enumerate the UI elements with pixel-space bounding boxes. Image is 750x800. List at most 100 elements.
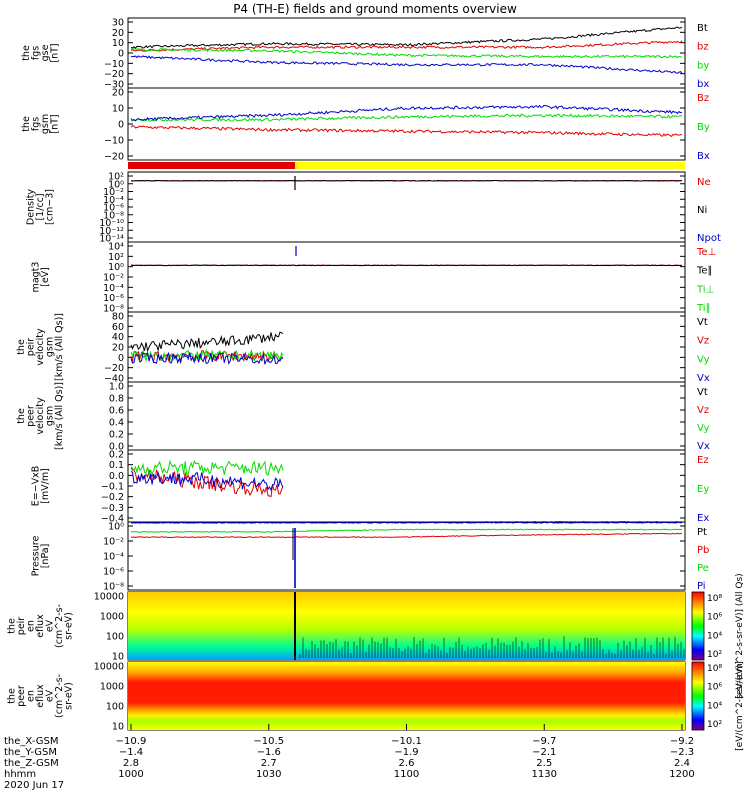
peir-velocity-legend-entry: Vz <box>697 336 709 347</box>
ion-speckle <box>299 636 685 658</box>
ylabel-line: [km/s (All Qs)] <box>54 313 65 381</box>
ylabel-line: the <box>7 618 18 634</box>
peir-spec-tick-label: 10000 <box>94 592 124 603</box>
peer-velocity-tick-label: 0.0 <box>109 442 124 453</box>
efield-tick-label: 0.2 <box>109 450 124 461</box>
x-tick-label: −10.1 <box>391 736 422 747</box>
peir-spec-tick-label: 10 <box>112 652 124 663</box>
peir-spec-tick-label: 100 <box>106 632 124 643</box>
ylabel-line: sr-eV) <box>64 682 75 710</box>
temperature-tick-label: 10⁰ <box>108 262 124 273</box>
trace-Pi <box>130 521 683 524</box>
peir-spec-ylabel: thepeirenefluxeV(cm^2-s-sr-eV) <box>7 604 75 648</box>
efield-legend-entry: Ez <box>697 455 709 466</box>
panels-layer: 3020100−10−20−30thefgsgse[nT]Btbzbybx201… <box>7 17 721 733</box>
trace-by <box>130 47 683 59</box>
pressure-tick-label: 10⁻⁴ <box>103 552 124 563</box>
temperature-tick-label: 10⁻⁴ <box>103 283 124 294</box>
ylabel-line: fgs <box>30 117 41 131</box>
temperature-tick-label: 10² <box>108 252 124 263</box>
efield-tick-label: 0.0 <box>109 471 124 482</box>
peir-velocity-legend-entry: Vt <box>697 317 708 328</box>
panel-pressure: 10⁰ 10⁻² 10⁻⁴ 10⁻⁶ 10⁻⁸ Pressure[nPa] Pt Pb Pe Pi <box>30 521 709 593</box>
fgs-gse-ylabel: thefgsgse[nT] <box>21 43 61 62</box>
density-tick-label: 10⁻² <box>103 187 124 198</box>
fgs-gsm-legend-entry: Bx <box>697 151 710 162</box>
temperature-tick-label: 10⁻⁶ <box>103 293 124 304</box>
density-frame <box>127 171 686 243</box>
trace-Vt <box>130 331 284 353</box>
peer-velocity-tick-label: 0.8 <box>109 394 124 405</box>
peir-velocity-tick-label: 40 <box>112 332 124 343</box>
fgs-gsm-tick-label: −10 <box>104 136 124 147</box>
density-tick-label: 10⁻¹² <box>99 226 124 237</box>
x-tick-label: 1100 <box>394 769 419 780</box>
peer-velocity-tick-label: 0.4 <box>109 418 124 429</box>
trace-Ex <box>130 471 284 492</box>
peer-spec-cbar-label: [eV/(cm^2-s-sr-eV)] <box>735 661 745 751</box>
ylabel-line: the <box>21 116 32 132</box>
efield-tick-label: −0.3 <box>101 503 124 514</box>
peir-spec-cbar-tick: 10⁸ <box>707 594 722 604</box>
peir-velocity-frame <box>127 311 686 383</box>
pressure-tick-label: 10⁻⁶ <box>103 567 124 578</box>
x-row-label: hhmm <box>4 769 36 780</box>
efield-tick-label: 0.1 <box>109 460 124 471</box>
peir-spec-cbar-tick: 10² <box>707 650 722 660</box>
fgs-gse-legend-entry: Bt <box>697 23 708 34</box>
peir-velocity-tick-label: 80 <box>112 312 124 323</box>
ylabel-line: E=−VxB <box>30 466 41 507</box>
peer-velocity-ylabel: thepeervelocitygsm[km/s (All Qs)] <box>16 382 65 450</box>
ylabel-line: eflux <box>35 614 46 638</box>
efield-tick-label: −0.1 <box>101 482 124 493</box>
density-tick-label: 10⁰ <box>108 179 124 190</box>
x-tick-label: 2.8 <box>123 758 139 769</box>
fgs-gse-tick-label: 0 <box>118 49 124 60</box>
temperature-legend-entry: Ti⊥ <box>696 284 714 295</box>
peer-spec-cbar-tick: 10⁶ <box>707 683 722 693</box>
x-tick-label: −10.9 <box>116 736 147 747</box>
temperature-legend-entry: Te∥ <box>696 266 713 277</box>
peer-velocity-tick-label: 1.0 <box>109 382 124 393</box>
ylabel-line: peer <box>26 405 37 427</box>
x-tick-label: −1.9 <box>394 747 418 758</box>
peir-spec-cbar-label: [eV/(cm^2-s-sr-eV)] (All Qs) <box>735 573 745 698</box>
temperature-tick-label: 10⁻⁸ <box>103 304 124 315</box>
peir-spec-colorbar <box>691 591 705 661</box>
x-tick-label: −2.1 <box>532 747 556 758</box>
panel-fgs-gsm: 20 10 0 −10 −20 thefgsgsm[nT] Bz By Bx <box>21 87 710 163</box>
x-tick-label: 2.7 <box>261 758 277 769</box>
peir-velocity-legend-entry: Vx <box>697 373 710 384</box>
x-tick-label: 2.6 <box>399 758 415 769</box>
ylabel-line: fgs <box>30 46 41 60</box>
data-lines-layer <box>130 26 683 588</box>
fgs-gsm-legend-entry: Bz <box>697 93 709 104</box>
ylabel-line: [nT] <box>49 43 60 62</box>
x-row-label: 2020 Jun 17 <box>4 780 64 791</box>
trace-By <box>130 113 683 122</box>
pressure-frame <box>127 521 686 591</box>
pressure-ylabel: Pressure[nPa] <box>30 536 51 577</box>
temperature-frame <box>127 241 686 313</box>
ylabel-line: en <box>26 690 37 702</box>
peir-spec-tick-label: 1000 <box>100 612 124 623</box>
fgs-gse-frame <box>127 17 686 89</box>
density-tick-label: 10⁻⁴ <box>103 195 124 206</box>
ylabel-line: eV <box>45 689 56 702</box>
temperature-ylabel: magt3[eV] <box>30 262 51 293</box>
peer-spec-colorbar <box>691 661 705 731</box>
peir-velocity-tick-label: 60 <box>112 322 124 333</box>
peir-velocity-tick-label: 0 <box>118 353 124 364</box>
panel-peer-velocity: 1.00.80.60.40.20.0 thepeervelocitygsm[km/… <box>16 381 710 453</box>
density-tick-label: 10² <box>108 172 124 183</box>
ylabel-line: [nT] <box>49 114 60 133</box>
fgs-gse-tick-label: 10 <box>112 38 124 49</box>
fgs-gsm-ylabel: thefgsgsm[nT] <box>21 114 61 134</box>
ylabel-line: Pressure <box>30 536 41 577</box>
trace-Bt <box>131 26 683 49</box>
ylabel-line: velocity <box>35 328 46 366</box>
ylabel-line: the <box>21 45 32 61</box>
peer-spec-cbar-tick: 10⁴ <box>707 701 722 711</box>
peer-velocity-legend-entry: Vt <box>697 387 708 398</box>
